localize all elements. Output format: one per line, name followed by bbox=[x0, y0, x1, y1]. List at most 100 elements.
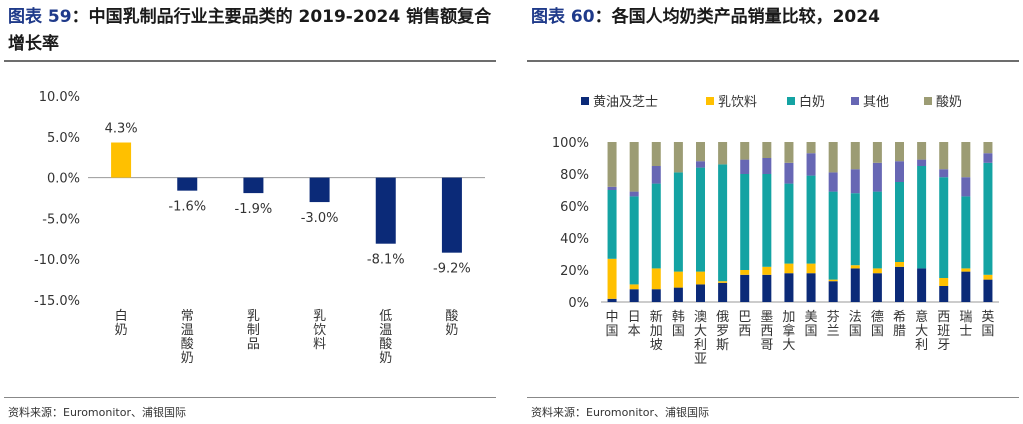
x-tick-label: 酸奶 bbox=[445, 309, 458, 338]
growth-chart-panel: 图表 59：中国乳制品行业主要品类的 2019-2024 销售额复合增长率 10… bbox=[0, 0, 500, 424]
segment-黄油及芝士 bbox=[961, 271, 971, 302]
segment-其他 bbox=[806, 153, 816, 176]
segment-酸奶 bbox=[673, 142, 683, 173]
segment-黄油及芝士 bbox=[895, 266, 904, 302]
x-tick-label: 德国 bbox=[871, 310, 884, 339]
segment-酸奶 bbox=[740, 142, 750, 160]
y-tick-label: 5.0% bbox=[47, 131, 80, 146]
x-tick-label: 芬兰 bbox=[827, 310, 840, 339]
segment-黄油及芝士 bbox=[784, 273, 794, 302]
segment-白奶 bbox=[651, 183, 661, 269]
segment-酸奶 bbox=[806, 142, 816, 154]
segment-酸奶 bbox=[696, 142, 705, 162]
segment-乳饮料 bbox=[850, 265, 860, 269]
legend-label: 乳饮料 bbox=[718, 95, 757, 110]
segment-酸奶 bbox=[850, 142, 860, 170]
segment-黄油及芝士 bbox=[762, 274, 772, 302]
segment-白奶 bbox=[607, 190, 617, 259]
bar-酸奶 bbox=[441, 177, 462, 253]
segment-乳饮料 bbox=[651, 268, 661, 290]
segment-酸奶 bbox=[895, 142, 904, 162]
segment-其他 bbox=[607, 186, 617, 190]
segment-乳饮料 bbox=[740, 270, 750, 275]
data-label: -9.2% bbox=[433, 262, 471, 277]
segment-白奶 bbox=[850, 193, 860, 266]
legend-swatch bbox=[706, 97, 714, 105]
x-tick-label: 常温酸奶 bbox=[181, 309, 194, 366]
segment-白奶 bbox=[895, 182, 904, 262]
x-tick-label: 法国 bbox=[849, 310, 862, 339]
chart-title: 图表 59：中国乳制品行业主要品类的 2019-2024 销售额复合增长率 bbox=[8, 4, 498, 58]
segment-酸奶 bbox=[983, 142, 993, 154]
segment-黄油及芝士 bbox=[850, 268, 860, 302]
x-tick-label: 巴西 bbox=[738, 310, 751, 339]
segment-白奶 bbox=[806, 175, 816, 264]
segment-其他 bbox=[895, 161, 904, 182]
x-tick-label: 乳制品 bbox=[247, 309, 260, 352]
segment-其他 bbox=[850, 169, 860, 194]
source-rule bbox=[527, 397, 1019, 398]
segment-乳饮料 bbox=[895, 262, 904, 267]
consumption-chart-panel: 图表 60：各国人均奶类产品销量比较，2024 黄油及芝士 乳饮料 白奶 其他 酸奶 0%… bbox=[523, 0, 1023, 424]
segment-黄油及芝士 bbox=[740, 274, 750, 302]
legend-label: 酸奶 bbox=[936, 95, 962, 110]
segment-白奶 bbox=[961, 196, 971, 269]
segment-白奶 bbox=[762, 174, 772, 267]
segment-黄油及芝士 bbox=[696, 284, 705, 302]
source-note: 资料来源：Euromonitor、浦银国际 bbox=[8, 406, 186, 419]
legend-swatch bbox=[581, 97, 589, 105]
x-tick-label: 日本 bbox=[628, 310, 641, 339]
segment-其他 bbox=[784, 162, 794, 184]
x-tick-label: 韩国 bbox=[672, 310, 685, 339]
segment-酸奶 bbox=[651, 142, 661, 166]
data-label: -3.0% bbox=[301, 211, 339, 226]
segment-乳饮料 bbox=[784, 263, 794, 274]
segment-酸奶 bbox=[828, 142, 838, 173]
segment-乳饮料 bbox=[872, 268, 882, 274]
y-tick-label: -10.0% bbox=[34, 253, 80, 268]
segment-酸奶 bbox=[961, 142, 971, 178]
segment-酸奶 bbox=[762, 142, 772, 158]
segment-乳饮料 bbox=[983, 274, 993, 280]
y-tick-label: 80% bbox=[560, 168, 589, 183]
figure-title-text: ：各国人均奶类产品销量比较，2024 bbox=[594, 7, 880, 27]
bar-乳制品 bbox=[243, 177, 264, 194]
segment-酸奶 bbox=[784, 142, 794, 163]
x-tick-label: 俄罗斯 bbox=[716, 310, 729, 353]
x-tick-label: 墨西哥 bbox=[760, 310, 773, 353]
title-rule bbox=[527, 60, 1019, 62]
segment-其他 bbox=[872, 162, 882, 192]
segment-乳饮料 bbox=[673, 271, 683, 288]
y-tick-label: 100% bbox=[552, 136, 589, 151]
segment-白奶 bbox=[740, 174, 750, 270]
figure-label: 图表 59 bbox=[8, 7, 72, 27]
segment-白奶 bbox=[983, 162, 993, 275]
segment-乳饮料 bbox=[607, 258, 617, 299]
segment-乳饮料 bbox=[718, 281, 728, 283]
segment-其他 bbox=[629, 191, 639, 197]
segment-其他 bbox=[762, 158, 772, 174]
segment-其他 bbox=[917, 159, 927, 166]
segment-黄油及芝士 bbox=[629, 289, 639, 302]
legend-swatch bbox=[787, 97, 795, 105]
bar-常温酸奶 bbox=[177, 177, 198, 191]
figure-title-text: ：中国乳制品行业主要品类的 2019-2024 销售额复合增长率 bbox=[8, 7, 492, 54]
segment-黄油及芝士 bbox=[651, 289, 661, 302]
segment-白奶 bbox=[917, 166, 927, 269]
segment-酸奶 bbox=[939, 142, 949, 170]
segment-乳饮料 bbox=[828, 279, 838, 282]
segment-酸奶 bbox=[629, 142, 639, 192]
segment-其他 bbox=[939, 169, 949, 178]
data-label: -1.9% bbox=[235, 202, 273, 217]
bar-乳饮料 bbox=[309, 177, 330, 203]
x-tick-label: 乳饮料 bbox=[313, 309, 326, 352]
source-rule bbox=[4, 397, 496, 398]
segment-酸奶 bbox=[917, 142, 927, 160]
y-tick-label: 0.0% bbox=[47, 172, 80, 187]
x-tick-label: 英国 bbox=[981, 310, 994, 339]
data-label: 4.3% bbox=[105, 122, 138, 137]
segment-其他 bbox=[828, 172, 838, 192]
segment-黄油及芝士 bbox=[673, 287, 683, 302]
legend-label: 黄油及芝士 bbox=[593, 94, 658, 110]
segment-酸奶 bbox=[872, 142, 882, 163]
